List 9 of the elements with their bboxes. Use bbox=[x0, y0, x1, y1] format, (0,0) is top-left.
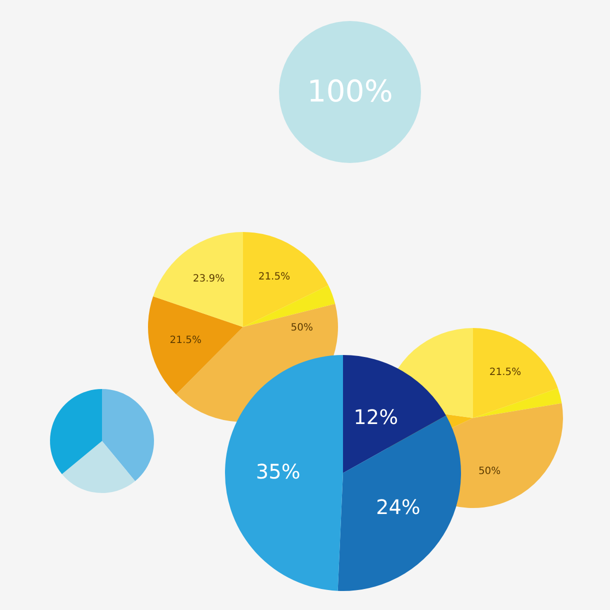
data-label: 21.5% bbox=[489, 366, 522, 378]
data-label: 23.9% bbox=[192, 274, 225, 285]
data-label: 35% bbox=[256, 460, 300, 484]
data-label: 50% bbox=[290, 322, 314, 334]
data-label: 21.5% bbox=[170, 334, 202, 346]
data-label: 24% bbox=[376, 495, 420, 520]
data-label: 50% bbox=[478, 466, 501, 477]
data-label: 100% bbox=[307, 74, 393, 110]
data-label: 21.5% bbox=[258, 272, 290, 283]
